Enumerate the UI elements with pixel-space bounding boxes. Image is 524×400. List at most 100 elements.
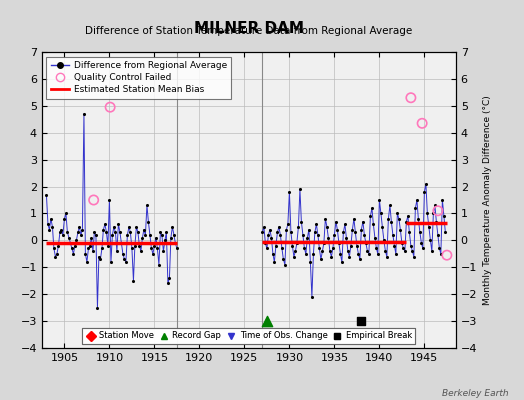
Point (370, 234, 379, 241)
Point (431, 202, 439, 208)
Point (170, 232, 178, 238)
Point (413, 197, 421, 203)
Point (420, 189, 429, 195)
Point (111, 229, 119, 236)
Point (59, 232, 67, 238)
Point (260, 224, 268, 230)
Point (89, 248, 97, 254)
Point (158, 232, 166, 238)
Point (68, 245, 76, 252)
Point (410, 253, 418, 260)
Point (369, 221, 378, 228)
Point (152, 234, 160, 241)
Point (258, 229, 267, 236)
Point (297, 218, 305, 225)
Point (441, 229, 450, 236)
Point (276, 232, 285, 238)
Point (50, 245, 58, 252)
Point (414, 216, 422, 222)
Point (153, 245, 161, 252)
Point (362, 240, 370, 246)
Point (83, 259, 91, 265)
Point (324, 234, 333, 241)
Point (143, 202, 151, 208)
Point (95, 253, 103, 260)
Point (337, 259, 346, 265)
Point (98, 245, 106, 252)
Point (386, 202, 394, 208)
Point (261, 240, 269, 246)
Point (63, 229, 72, 236)
Point (380, 237, 388, 244)
Point (306, 259, 314, 265)
Point (283, 221, 292, 228)
Point (75, 224, 84, 230)
Point (155, 261, 163, 268)
Point (53, 251, 61, 257)
Point (390, 242, 399, 249)
Point (315, 245, 323, 252)
Point (293, 240, 301, 246)
Point (264, 232, 272, 238)
Point (347, 242, 355, 249)
Point (150, 242, 159, 249)
Y-axis label: Monthly Temperature Anomaly Difference (°C): Monthly Temperature Anomaly Difference (… (483, 95, 492, 305)
Point (309, 251, 318, 257)
Point (110, 224, 118, 230)
Point (395, 216, 403, 222)
Point (353, 242, 361, 249)
Point (132, 224, 140, 230)
Point (357, 318, 366, 324)
Point (104, 242, 112, 249)
Point (424, 224, 433, 230)
Point (320, 240, 328, 246)
Point (159, 248, 168, 254)
Point (47, 216, 55, 222)
Point (360, 232, 368, 238)
Point (128, 245, 136, 252)
Point (273, 229, 281, 236)
Point (302, 251, 310, 257)
Point (384, 216, 392, 222)
Point (308, 294, 316, 300)
Point (291, 248, 300, 254)
Point (435, 245, 444, 252)
Point (333, 226, 342, 233)
Point (116, 229, 124, 236)
Point (114, 221, 123, 228)
Point (419, 245, 427, 252)
Point (123, 232, 132, 238)
Point (54, 242, 62, 249)
Point (323, 224, 331, 230)
Point (80, 111, 88, 117)
Point (137, 248, 145, 254)
Point (65, 234, 73, 241)
Point (407, 94, 415, 101)
Point (296, 186, 304, 192)
Point (270, 259, 279, 265)
Point (77, 232, 85, 238)
Point (344, 248, 352, 254)
Point (426, 237, 434, 244)
Point (418, 120, 427, 126)
Point (300, 245, 309, 252)
Point (90, 229, 99, 236)
Point (141, 232, 149, 238)
Point (74, 229, 82, 236)
Point (356, 256, 364, 262)
Point (330, 232, 339, 238)
Point (87, 234, 95, 241)
Point (275, 224, 283, 230)
Point (374, 251, 382, 257)
Point (396, 226, 405, 233)
Point (311, 229, 319, 236)
Point (336, 251, 345, 257)
Point (84, 245, 93, 252)
Point (357, 226, 366, 233)
Point (90, 197, 98, 203)
Point (294, 224, 302, 230)
Point (365, 251, 373, 257)
Point (162, 229, 171, 236)
Point (101, 221, 109, 228)
Point (81, 251, 90, 257)
